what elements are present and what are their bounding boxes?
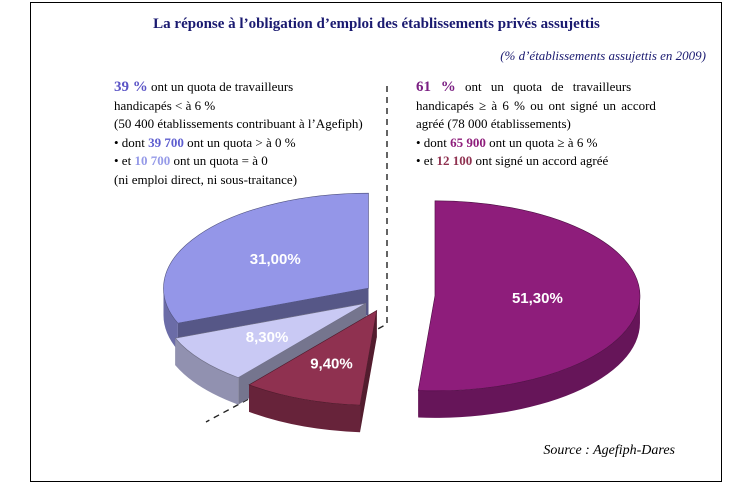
- pie-slice: [248, 309, 378, 406]
- left-bullet-2-post: ont un quota = à 0: [170, 153, 268, 168]
- left-line-1: 39 % ont un quota de travailleurs: [114, 78, 386, 97]
- pie-slice: [417, 200, 641, 392]
- chart-title-text: La réponse à l’obligation d’emploi des é…: [153, 16, 600, 32]
- left-line-1-text: ont un quota de travailleurs: [147, 79, 294, 94]
- left-bullet-1-post: ont un quota > à 0 %: [183, 134, 296, 150]
- pie-3d-group: 51,30% 9,40% 8,30% 31,00%: [163, 192, 641, 433]
- pie-slice-label: 51,30%: [512, 290, 563, 307]
- left-bullet-1-number: 39 700: [148, 134, 184, 150]
- right-bullet-2-number: 12 100: [436, 153, 473, 168]
- left-bullet-1: • dont 39 700 ont un quota > à 0 %: [114, 134, 386, 153]
- left-bullet-2-pre: • et: [114, 153, 135, 168]
- right-bullet-2: • et 12 100 ont signé un accord agréé: [416, 152, 708, 171]
- right-line-1-text: ont un quota de travailleurs: [455, 79, 632, 94]
- pie-slice-label: 9,40%: [310, 356, 353, 373]
- right-bullet-1-pre: • dont: [416, 134, 451, 150]
- pie-slice-wall: [163, 288, 178, 351]
- right-line-3: agréé (78 000 établissements): [416, 116, 571, 131]
- left-annotation-block: 39 % ont un quota de travailleurs handic…: [114, 78, 386, 189]
- chart-title: La réponse à l’obligation d’emploi des é…: [0, 16, 753, 33]
- left-line-3: (50 400 établissements contribuant à l’A…: [114, 116, 363, 131]
- source-caption: Source : Agefiph-Dares: [543, 443, 675, 458]
- pie-slice-label: 8,30%: [246, 329, 289, 346]
- right-percentage: 61 %: [416, 79, 456, 95]
- right-bullet-1: • dont 65 900 ont un quota ≥ à 6 %: [416, 134, 708, 153]
- left-line-2: handicapés < à 6 %: [114, 97, 216, 113]
- right-line-2: handicapés ≥ à 6 % ou ont signé un accor…: [416, 97, 656, 113]
- right-bullet-2-pre: • et: [416, 153, 437, 168]
- right-bullet-2-post: ont signé un accord agréé: [472, 153, 609, 168]
- right-line-1: 61 % ont un quota de travailleurs: [416, 78, 708, 97]
- pie-slice-wall: [418, 295, 640, 418]
- left-bullet-2-number: 10 700: [134, 153, 171, 168]
- left-bullet-1-pre: • dont: [114, 134, 149, 150]
- left-line-6: (ni emploi direct, ni sous-traitance): [114, 171, 298, 187]
- pie-slice-face: [360, 310, 377, 433]
- left-bullet-2: • et 10 700 ont un quota = à 0: [114, 152, 386, 171]
- left-percentage: 39 %: [114, 79, 148, 95]
- pie-slice-wall: [249, 384, 361, 433]
- pie-slice-wall: [175, 338, 239, 405]
- pie-slice: [163, 192, 369, 324]
- right-annotation-block: 61 % ont un quota de travailleurs handic…: [416, 78, 708, 171]
- right-bullet-1-post: ont un quota ≥ à 6 %: [485, 134, 598, 150]
- pie-slice: [174, 302, 367, 378]
- figure-border: [30, 2, 722, 482]
- right-bullet-1-number: 65 900: [450, 134, 486, 150]
- pie-slice-label: 31,00%: [250, 251, 301, 268]
- chart-subtitle: (% d’établissements assujettis en 2009): [500, 48, 706, 63]
